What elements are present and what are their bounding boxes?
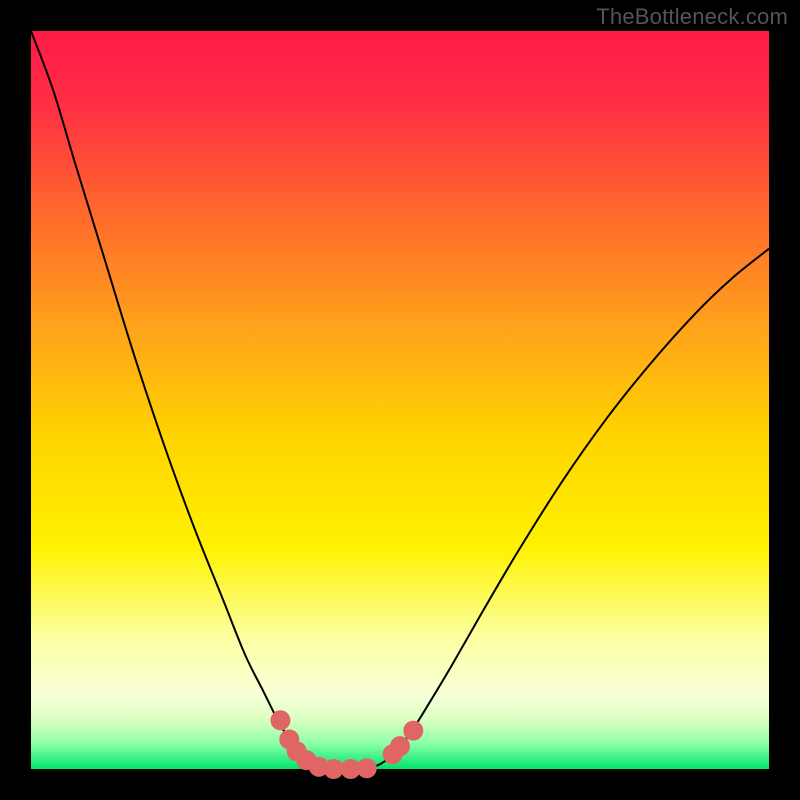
marker-dot — [357, 758, 377, 778]
marker-dot — [270, 710, 290, 730]
curve-layer — [0, 0, 800, 800]
bottleneck-curve-left — [31, 31, 334, 769]
chart-container: TheBottleneck.com — [0, 0, 800, 800]
marker-dot — [390, 736, 410, 756]
marker-dot — [403, 721, 423, 741]
bottleneck-curve-right — [363, 249, 769, 769]
